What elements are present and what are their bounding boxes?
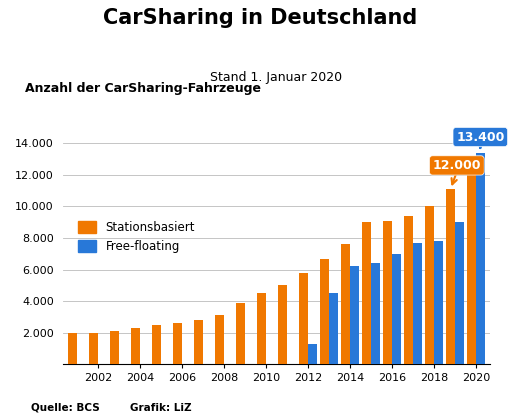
Bar	[425, 207, 434, 364]
Bar	[257, 293, 266, 364]
Legend: Stationsbasiert, Free-floating: Stationsbasiert, Free-floating	[74, 216, 200, 258]
Bar	[173, 323, 182, 364]
Text: Anzahl der CarSharing-Fahrzeuge: Anzahl der CarSharing-Fahrzeuge	[25, 82, 261, 95]
Bar	[341, 244, 350, 364]
Text: 13.400: 13.400	[456, 130, 504, 144]
Bar	[110, 331, 119, 364]
Bar	[434, 241, 443, 364]
Bar	[362, 222, 371, 364]
Bar	[194, 320, 203, 364]
Bar	[131, 328, 140, 364]
Bar	[413, 243, 422, 364]
Bar	[308, 344, 317, 364]
Bar	[476, 153, 485, 364]
Bar	[215, 315, 224, 364]
Bar	[236, 303, 245, 364]
Bar	[455, 222, 464, 364]
Bar	[467, 175, 476, 364]
Text: Quelle: BCS: Quelle: BCS	[31, 403, 100, 413]
Text: CarSharing in Deutschland: CarSharing in Deutschland	[103, 8, 417, 28]
Text: Grafik: LiZ: Grafik: LiZ	[130, 403, 192, 413]
Bar	[350, 266, 359, 364]
Bar	[152, 325, 161, 364]
Bar	[299, 273, 308, 364]
Bar	[446, 189, 455, 364]
Bar	[278, 286, 287, 364]
Title: Stand 1. Januar 2020: Stand 1. Januar 2020	[211, 71, 343, 84]
Bar	[383, 221, 392, 364]
Bar	[392, 254, 401, 364]
Bar	[320, 259, 329, 364]
Bar	[329, 293, 338, 364]
Bar	[371, 264, 380, 364]
Bar	[404, 216, 413, 364]
Text: 12.000: 12.000	[433, 159, 481, 172]
Bar	[89, 333, 98, 364]
Bar	[68, 333, 77, 364]
